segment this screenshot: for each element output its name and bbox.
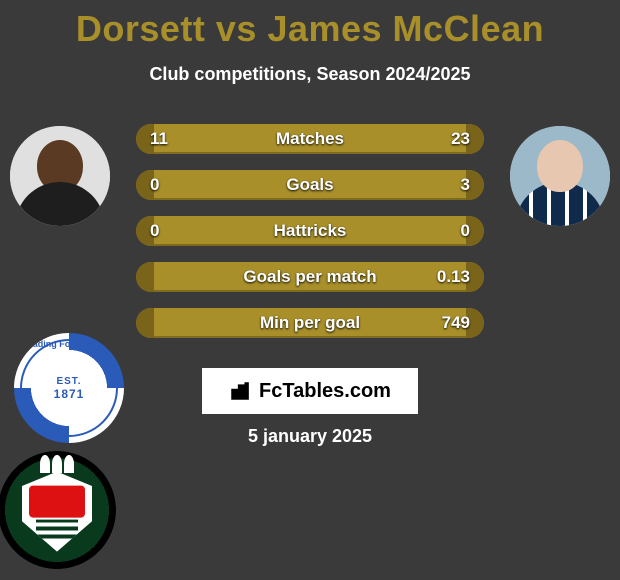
stat-label: Matches [276, 129, 344, 149]
club-left-year: 1871 [54, 387, 85, 401]
club-right-crest [0, 451, 116, 569]
stat-row: 11 Matches 23 [136, 124, 484, 154]
stat-right-value: 749 [442, 313, 470, 333]
subtitle: Club competitions, Season 2024/2025 [0, 64, 620, 85]
brand-badge: FcTables.com [202, 368, 418, 414]
stat-label: Min per goal [260, 313, 360, 333]
page-title: Dorsett vs James McClean [0, 0, 620, 50]
stat-right-value: 3 [461, 175, 470, 195]
brand-text: FcTables.com [259, 380, 391, 403]
comparison-card: Dorsett vs James McClean Club competitio… [0, 0, 620, 580]
stat-left-value: 0 [150, 175, 159, 195]
stat-right-value: 23 [451, 129, 470, 149]
stat-label: Goals per match [243, 267, 376, 287]
player-right-avatar [510, 126, 610, 226]
brand-bars-icon [229, 380, 251, 402]
stat-row: Goals per match 0.13 [136, 262, 484, 292]
stat-row: Min per goal 749 [136, 308, 484, 338]
stat-right-value: 0.13 [437, 267, 470, 287]
player-left-avatar [10, 126, 110, 226]
stat-row: 0 Goals 3 [136, 170, 484, 200]
stat-left-value: 11 [150, 129, 168, 149]
stat-left-value: 0 [150, 221, 159, 241]
club-left-est: EST. [56, 376, 81, 387]
stat-label: Goals [286, 175, 333, 195]
stat-right-value: 0 [461, 221, 470, 241]
stat-row: 0 Hattricks 0 [136, 216, 484, 246]
stat-bars: 11 Matches 23 0 Goals 3 0 Hattricks 0 Go… [136, 124, 484, 354]
snapshot-date: 5 january 2025 [0, 426, 620, 447]
stat-label: Hattricks [274, 221, 347, 241]
